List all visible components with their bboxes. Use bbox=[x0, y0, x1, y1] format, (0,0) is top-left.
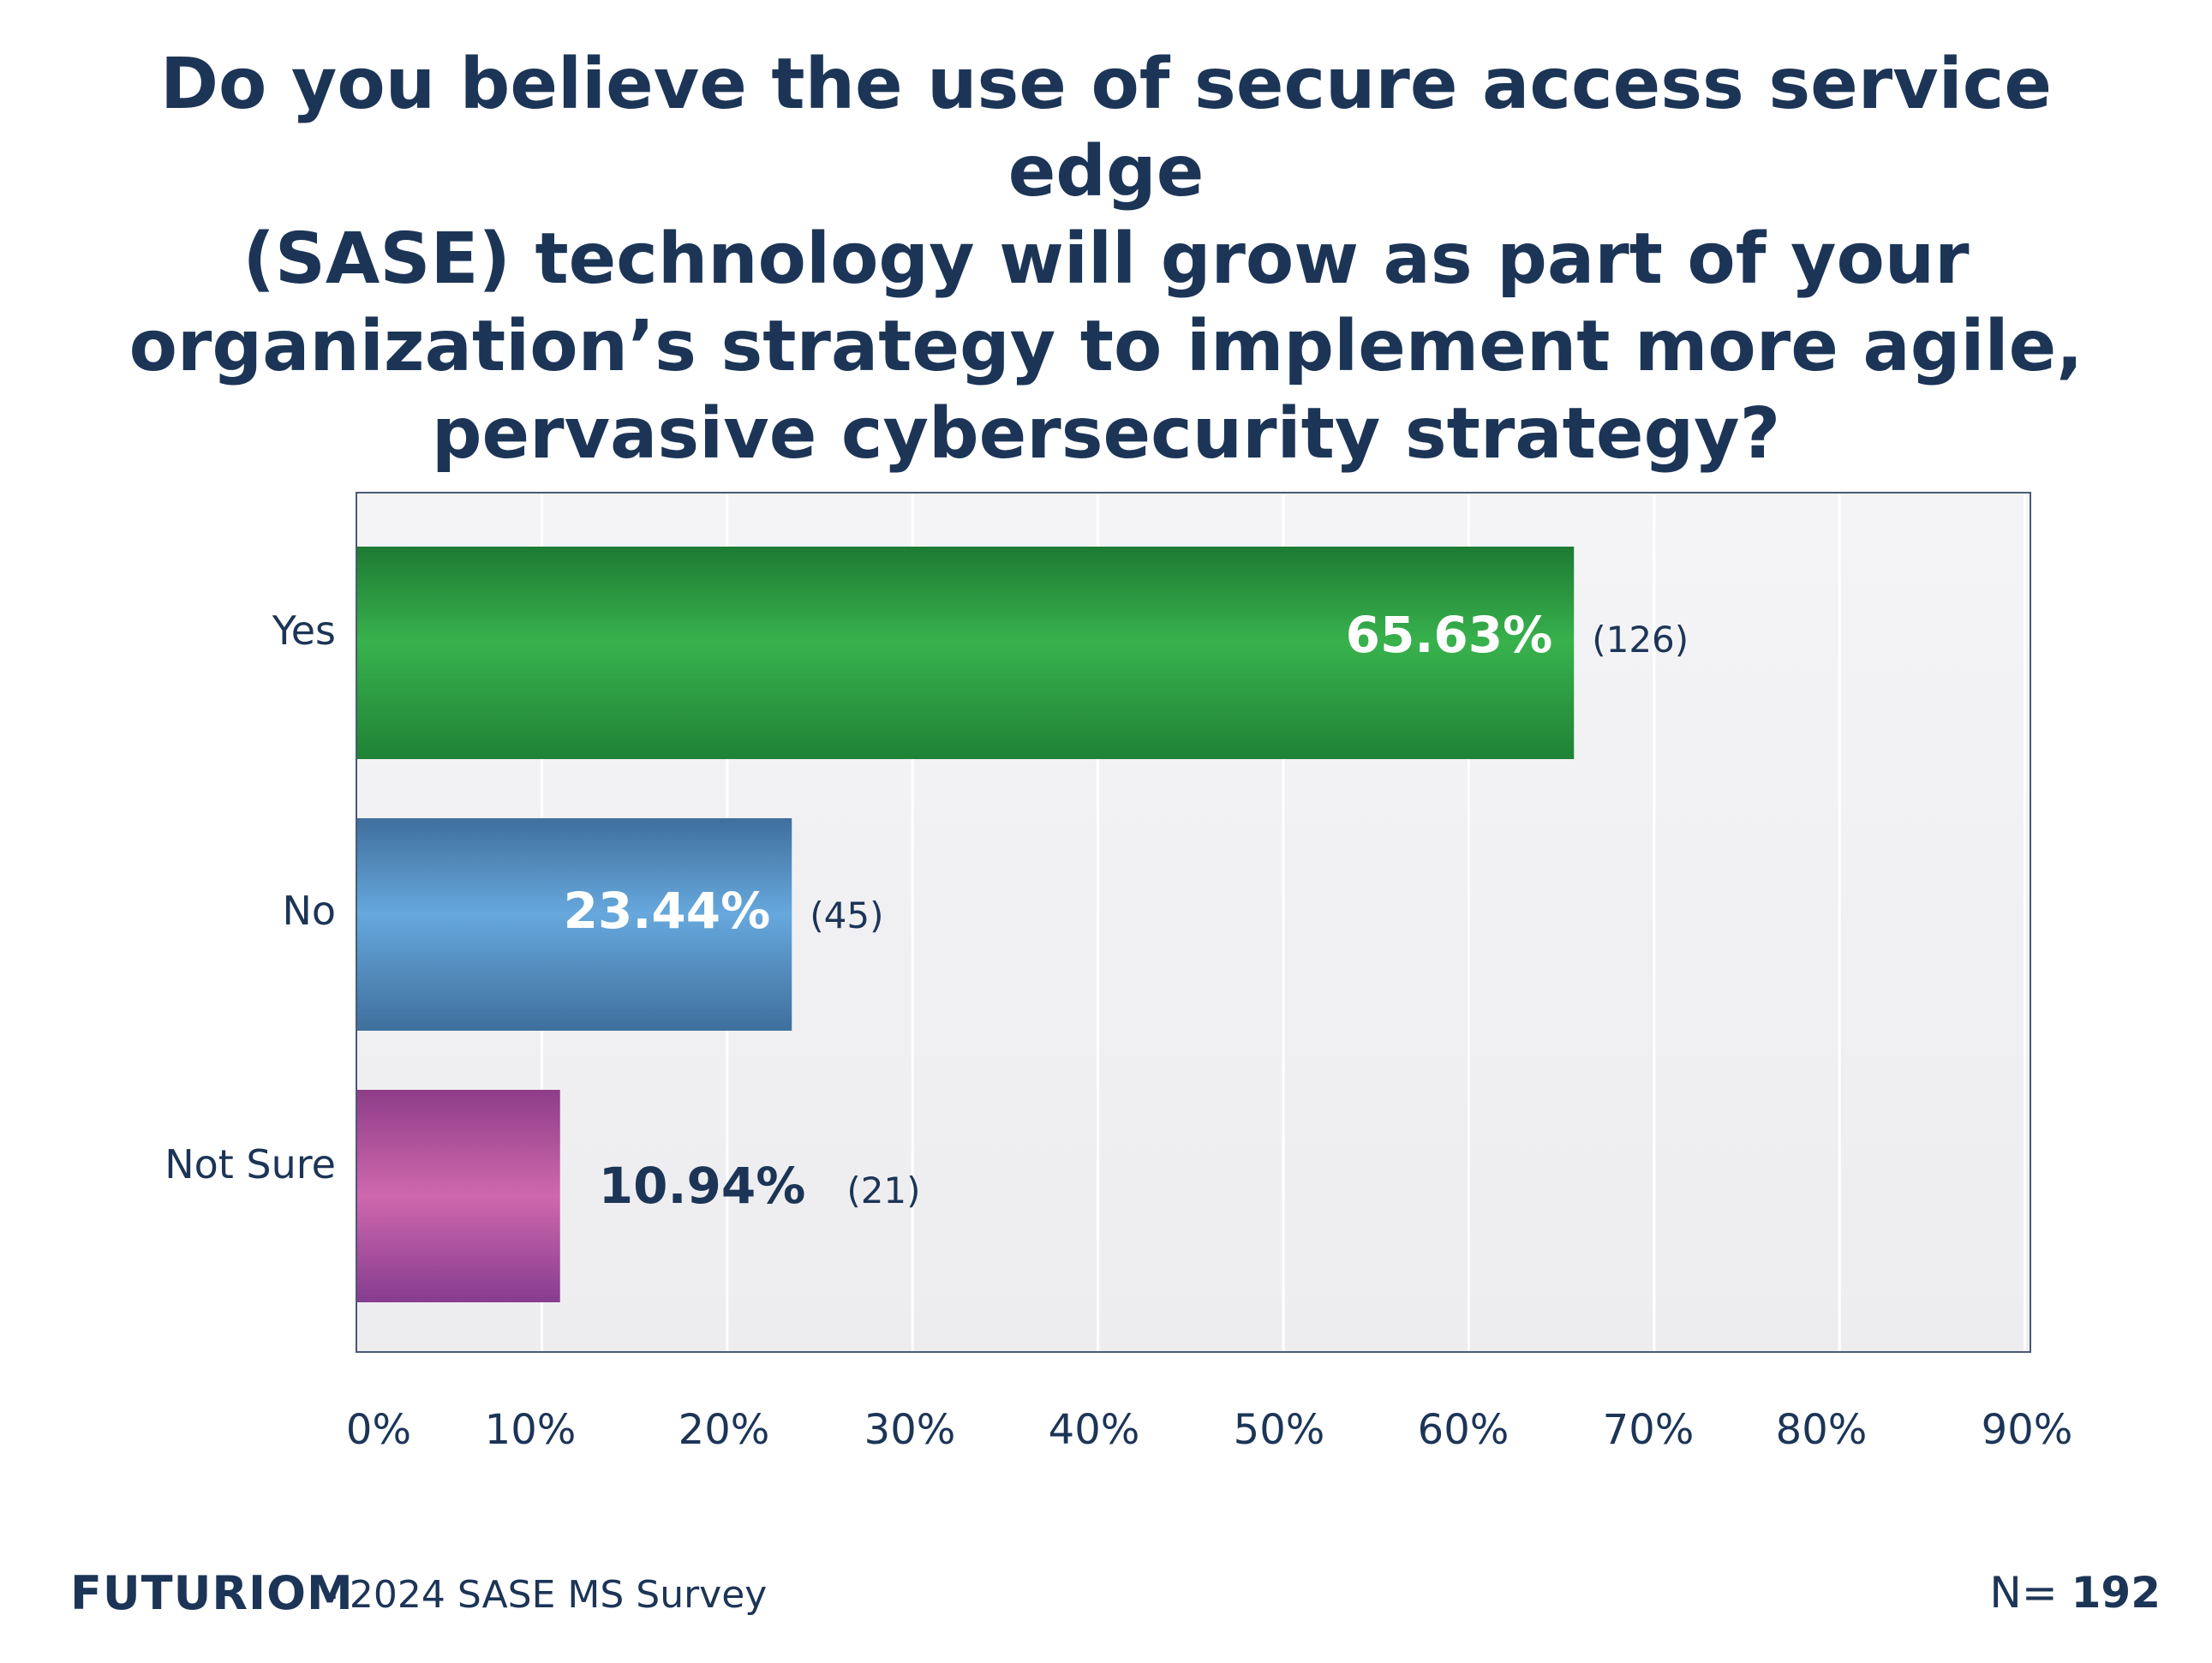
chart-title: Do you believe the use of secure access … bbox=[77, 41, 2135, 478]
count-label: (45) bbox=[810, 894, 883, 936]
chart-title-line: (SASE) technology will grow as part of y… bbox=[242, 218, 1970, 300]
value-label: 23.44% bbox=[564, 882, 771, 940]
count-label: (126) bbox=[1592, 619, 1689, 661]
x-tick-label: 90% bbox=[1982, 1406, 2073, 1454]
x-tick-label: 20% bbox=[679, 1406, 770, 1454]
x-tick-label: 40% bbox=[1049, 1406, 1140, 1454]
x-tick-label: 0% bbox=[346, 1406, 411, 1454]
value-label: 10.94% bbox=[599, 1157, 806, 1215]
chart-title-line: pervasive cybersecurity strategy? bbox=[431, 393, 1781, 475]
sample-size-value: 192 bbox=[2071, 1568, 2161, 1618]
x-axis-tick-labels: 0% 10% 20% 30% 40% 50% 60% 70% 80% 90% bbox=[346, 1406, 2072, 1454]
bar-no bbox=[357, 818, 792, 1031]
sample-size-label: N= bbox=[1989, 1568, 2072, 1618]
chart-title-line: Do you believe the use of secure access … bbox=[159, 44, 2053, 212]
x-tick-label: 60% bbox=[1418, 1406, 1510, 1454]
x-tick-label: 30% bbox=[864, 1406, 956, 1454]
x-tick-label: 80% bbox=[1776, 1406, 1868, 1454]
category-labels: Yes No Not Sure bbox=[164, 607, 336, 1187]
survey-source: - 2024 SASE MS Survey bbox=[324, 1573, 768, 1617]
bar-not-sure bbox=[357, 1090, 560, 1302]
sample-size: N= 192 bbox=[1989, 1568, 2161, 1618]
brand-logo: FUTURIOM bbox=[70, 1566, 354, 1620]
bar-yes bbox=[357, 547, 1575, 759]
category-label: Yes bbox=[272, 607, 336, 654]
data-labels: 65.63% (126) 23.44% (45) 10.94% (21) bbox=[564, 606, 1689, 1215]
count-label: (21) bbox=[846, 1169, 920, 1211]
value-label: 65.63% bbox=[1346, 606, 1553, 664]
chart-title-line: organization’s strategy to implement mor… bbox=[129, 306, 2083, 387]
x-tick-label: 70% bbox=[1603, 1406, 1695, 1454]
x-tick-label: 50% bbox=[1234, 1406, 1325, 1454]
category-label: Not Sure bbox=[164, 1141, 336, 1187]
x-tick-label: 10% bbox=[485, 1406, 577, 1454]
bars bbox=[357, 547, 1575, 1302]
category-label: No bbox=[282, 888, 336, 934]
